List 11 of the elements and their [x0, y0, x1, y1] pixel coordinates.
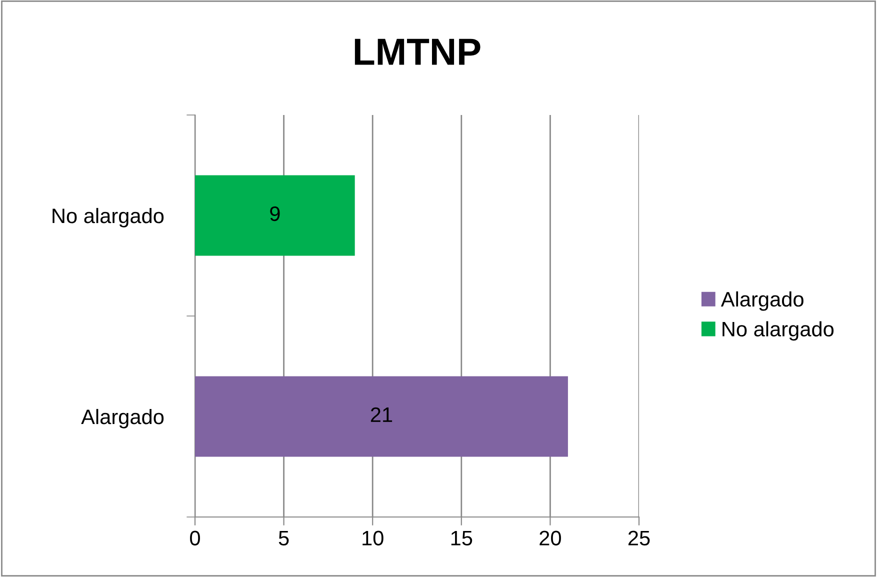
x-tick-label: 0	[190, 530, 200, 546]
x-tick-label: 20	[540, 530, 561, 546]
x-tick-label: 5	[278, 530, 289, 546]
chart-title: LMTNP	[354, 38, 480, 65]
legend-label: Alargado	[720, 291, 804, 311]
x-tick-label: 15	[451, 530, 472, 546]
data-label: 21	[370, 407, 392, 422]
x-tick-label: 25	[628, 530, 650, 546]
data-label: 9	[270, 206, 280, 222]
x-tick-label: 10	[362, 530, 384, 546]
legend-label: No alargado	[722, 321, 834, 341]
